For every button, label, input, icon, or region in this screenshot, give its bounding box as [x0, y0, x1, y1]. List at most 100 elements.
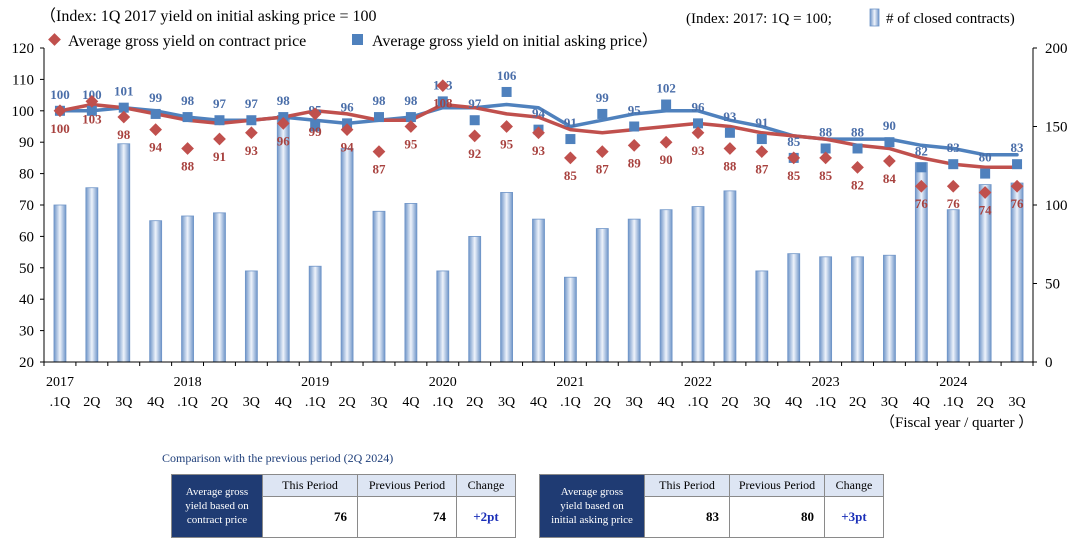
contract-price-point	[436, 79, 450, 93]
asking-price-data-label: 96	[692, 99, 706, 114]
y-left-tick-label: 60	[19, 229, 34, 245]
contract-previous-period-value: 74	[357, 496, 457, 538]
contract-this-period-value: 76	[262, 496, 358, 538]
x-year-label: 2019	[301, 375, 329, 390]
asking-price-data-label: 106	[497, 68, 517, 83]
contract-bar	[755, 270, 769, 363]
contract-price-point	[595, 145, 609, 158]
x-quarter-label: 2Q	[977, 395, 994, 410]
contract-price-data-label: 93	[692, 143, 706, 158]
x-year-label: 2021	[556, 375, 584, 390]
y-left-tick-label: 30	[19, 324, 34, 340]
asking-price-point	[214, 115, 225, 126]
contract-bar	[659, 209, 673, 363]
x-quarter-label: 2Q	[466, 395, 483, 410]
contract-bar	[244, 270, 258, 363]
contract-price-data-label: 93	[245, 143, 259, 158]
asking-price-data-label: 99	[149, 90, 163, 105]
asking-this-period-value: 83	[644, 496, 730, 538]
asking-price-data-label: 91	[755, 115, 768, 130]
contract-price-point	[883, 154, 896, 168]
x-quarter-label: .1Q	[50, 395, 71, 410]
asking-price-data-label: 98	[372, 93, 386, 108]
contract-price-data-label: 76	[1011, 196, 1025, 211]
contract-bar	[851, 256, 864, 363]
asking-price-point	[756, 134, 767, 145]
legend-diamond-marker	[48, 33, 61, 46]
x-year-label: 2024	[939, 375, 967, 390]
x-quarter-label: .1Q	[815, 395, 836, 410]
asking-price-point	[565, 134, 576, 145]
asking-price-point	[150, 108, 161, 119]
yield-series: 100 100 101 99 98 97 97 98 95 96 98 98 103 97 106 94 91 9…	[50, 68, 1024, 217]
x-quarter-label: 3Q	[370, 395, 387, 410]
y-left-tick-label: 20	[19, 355, 34, 371]
contract-bar	[883, 254, 896, 363]
contract-bar	[181, 215, 194, 363]
contract-price-data-label: 85	[819, 168, 833, 183]
contract-price-data-label: 100	[50, 121, 70, 136]
asking-price-data-label: 91	[564, 115, 577, 130]
contract-price-point	[340, 123, 354, 136]
col-previous-period: Previous Period	[729, 473, 825, 498]
contract-bar	[213, 212, 226, 363]
x-quarter-label: 4Q	[402, 395, 419, 410]
contract-price-data-label: 95	[500, 137, 514, 152]
asking-price-point	[246, 115, 257, 126]
x-quarter-label: 3Q	[115, 395, 132, 410]
contract-price-point	[755, 145, 769, 158]
legend-square-marker	[352, 34, 363, 45]
contract-bar	[787, 253, 801, 363]
x-quarter-label: .1Q	[688, 395, 709, 410]
asking-price-data-label: 95	[628, 103, 642, 118]
contract-bar	[149, 220, 163, 363]
contract-bar	[372, 210, 386, 363]
contract-price-data-label: 87	[596, 162, 610, 177]
asking-row-header: Average gross yield based on initial ask…	[539, 474, 645, 538]
contract-price-data-label: 94	[341, 140, 355, 155]
x-quarter-label: 2Q	[211, 395, 228, 410]
asking-price-point	[182, 112, 193, 123]
contract-price-data-label: 88	[181, 158, 195, 173]
y-left-tick-label: 110	[12, 72, 34, 88]
contract-row-header: Average gross yield based on contract pr…	[171, 474, 263, 538]
contract-bar	[532, 218, 545, 363]
asking-price-data-label: 94	[532, 106, 546, 121]
contract-price-data-label: 82	[851, 177, 864, 192]
contract-bar	[595, 228, 609, 363]
asking-price-point	[916, 162, 927, 173]
asking-price-data-label: 93	[723, 109, 737, 124]
contract-price-point	[308, 107, 322, 121]
asking-price-point	[437, 96, 448, 107]
x-quarter-label: 3Q	[243, 395, 260, 410]
contract-price-data-label: 87	[372, 162, 386, 177]
asking-comparison-table: Average gross yield based on initial ask…	[539, 473, 884, 538]
contract-price-point	[245, 126, 258, 140]
chart-title-right: (Index: 2017: 1Q = 100;	[686, 11, 832, 27]
x-quarter-label: 4Q	[658, 395, 675, 410]
asking-price-point	[852, 143, 863, 154]
contract-price-data-label: 85	[787, 168, 801, 183]
x-quarter-label: .1Q	[560, 395, 581, 410]
asking-price-point	[693, 118, 704, 129]
asking-price-point	[629, 121, 640, 132]
y-right-tick-label: 200	[1045, 41, 1068, 57]
x-quarter-label: .1Q	[943, 395, 964, 410]
asking-price-data-label: 97	[213, 96, 227, 111]
x-quarter-label: 4Q	[913, 395, 930, 410]
contract-price-point	[372, 145, 386, 158]
y-right-tick-label: 0	[1045, 355, 1053, 371]
asking-price-data-label: 96	[341, 99, 355, 114]
contract-comparison-table: Average gross yield based on contract pr…	[171, 473, 516, 538]
contract-price-point	[468, 129, 482, 143]
asking-price-data-label: 80	[979, 150, 992, 165]
y-right-tick-label: 150	[1045, 120, 1068, 136]
contract-price-data-label: 74	[979, 202, 993, 217]
x-quarter-label: 3Q	[753, 395, 770, 410]
asking-price-point	[884, 137, 895, 148]
asking-price-data-label: 88	[851, 124, 865, 139]
contract-bar	[468, 235, 482, 363]
asking-price-data-label: 82	[915, 143, 928, 158]
contract-price-point	[404, 120, 418, 133]
contract-bar	[53, 204, 67, 363]
